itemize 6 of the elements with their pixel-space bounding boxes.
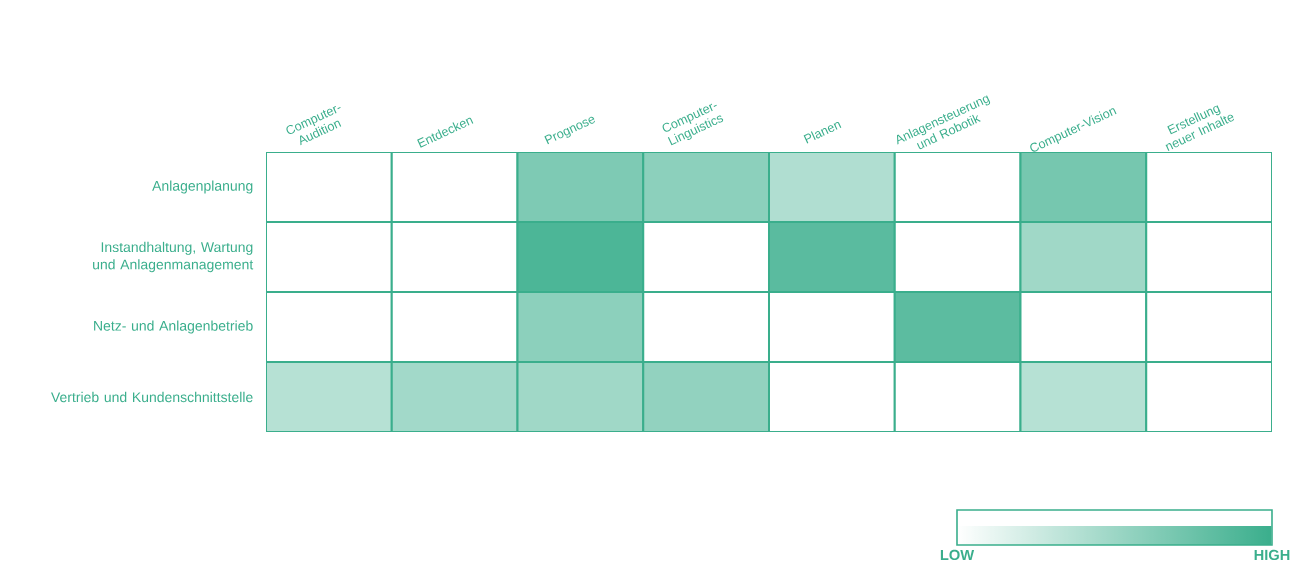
- y-tick-label: Netz- und Anlagenbetrieb: [94, 320, 253, 334]
- color-bar-label: HIGH: [1254, 549, 1290, 561]
- color-bar-label: LOW: [940, 549, 975, 561]
- y-tick-label: Vertrieb und Kundenschnittstelle: [51, 391, 253, 403]
- y-tick-label: Anlagenplanung: [152, 180, 253, 194]
- y-tick-label: Instandhaltung, Wartung und Anlagenmanagement: [93, 241, 254, 273]
